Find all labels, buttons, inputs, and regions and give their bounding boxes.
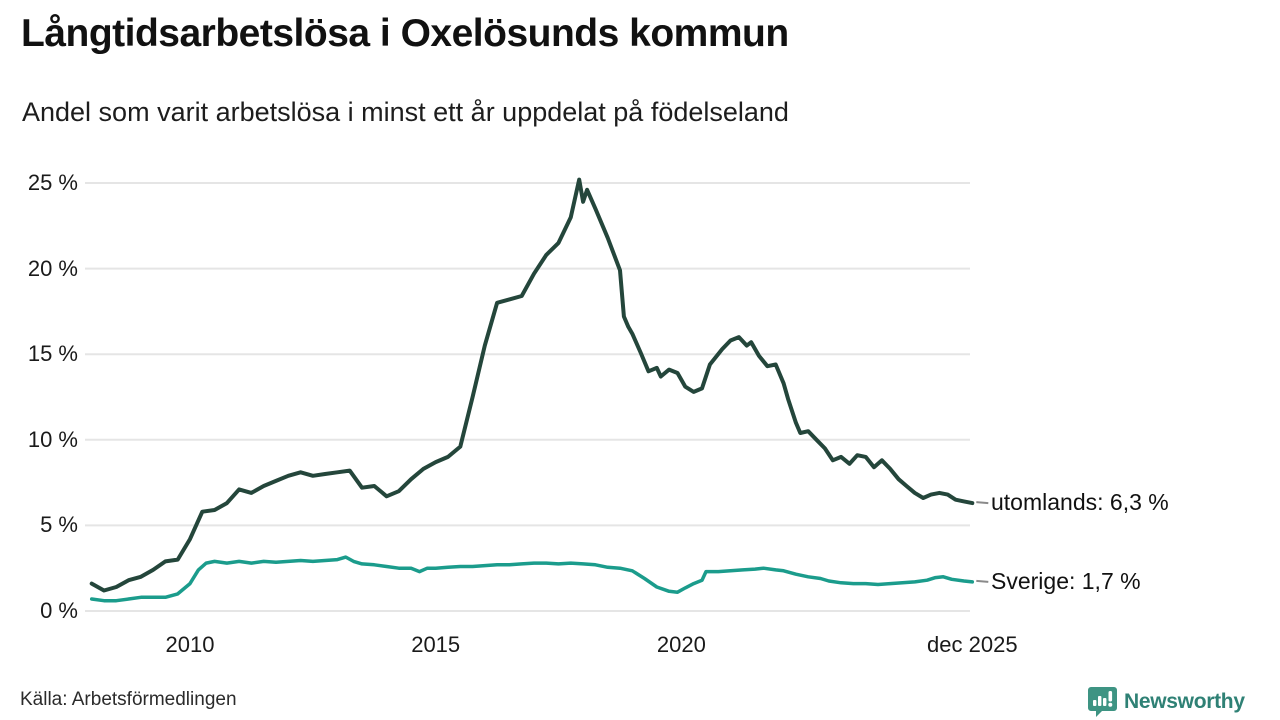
series-end-label-utomlands: utomlands: 6,3 % bbox=[991, 489, 1169, 516]
x-tick-label: dec 2025 bbox=[927, 632, 1018, 657]
newsworthy-logo: Newsworthy bbox=[1087, 686, 1245, 718]
x-tick-label: 2010 bbox=[165, 632, 215, 657]
source-note: Källa: Arbetsförmedlingen bbox=[20, 689, 237, 710]
x-tick-label: 2020 bbox=[656, 632, 706, 657]
page-title: Långtidsarbetslösa i Oxelösunds kommun bbox=[21, 12, 789, 55]
y-tick-label: 15 % bbox=[27, 341, 78, 367]
y-tick-label: 10 % bbox=[27, 426, 78, 452]
y-tick-label: 20 % bbox=[27, 255, 78, 281]
series-line-Sverige bbox=[89, 555, 975, 603]
chart-subtitle: Andel som varit arbetslösa i minst ett å… bbox=[22, 97, 789, 127]
x-tick-label: 2015 bbox=[411, 632, 461, 657]
y-tick-label: 0 % bbox=[40, 598, 78, 623]
series-line-utomlands bbox=[89, 177, 975, 593]
label-connector-dash bbox=[976, 579, 989, 583]
y-tick-label: 5 % bbox=[40, 512, 78, 538]
label-connector-dash bbox=[976, 501, 989, 505]
y-tick-label: 25 % bbox=[27, 170, 78, 195]
newsworthy-bubble-icon bbox=[1088, 687, 1117, 717]
series-end-label-Sverige: Sverige: 1,7 % bbox=[991, 567, 1141, 594]
brand-name: Newsworthy bbox=[1124, 690, 1245, 713]
